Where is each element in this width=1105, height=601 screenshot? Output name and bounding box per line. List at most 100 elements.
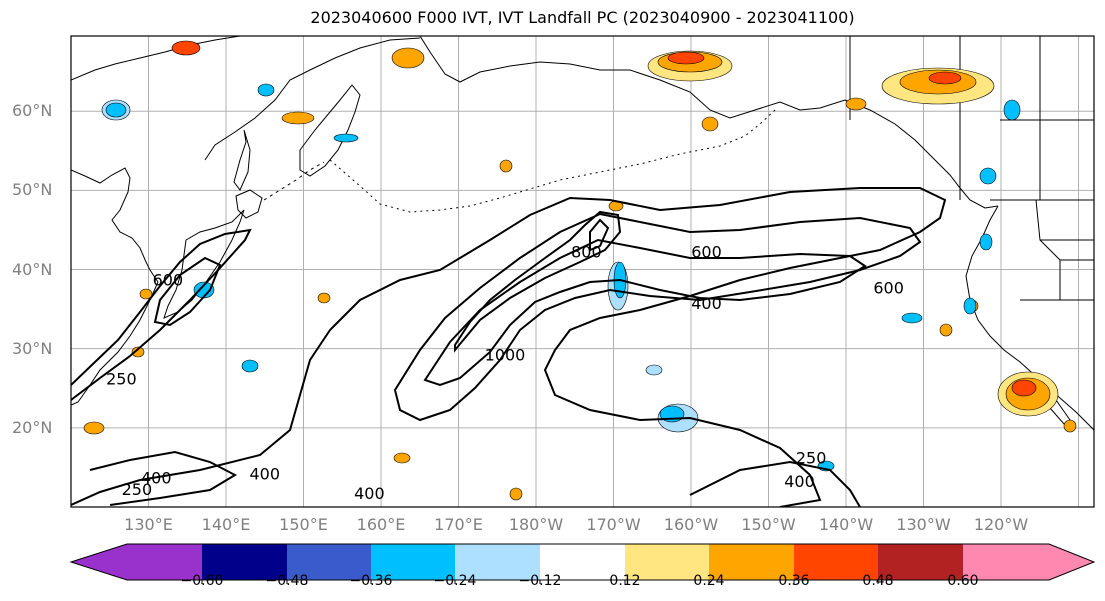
contour-label: 400	[141, 468, 172, 487]
contour-south-400	[89, 450, 238, 506]
colorbar-segment	[794, 544, 878, 580]
colorbar-under-triangle	[71, 544, 127, 580]
kamchatka-coastline	[299, 84, 361, 177]
longitude-label: 150°W	[741, 515, 796, 534]
longitude-label: 150°E	[279, 515, 328, 534]
longitude-label: 120°W	[973, 515, 1029, 534]
shading-blob	[979, 233, 993, 251]
colorbar-tick-label: 0.24	[693, 573, 725, 589]
shading-blob	[667, 51, 705, 65]
map-title: 2023040600 F000 IVT, IVT Landfall PC (20…	[310, 8, 855, 27]
colorbar-tick-label: 0.12	[609, 573, 641, 589]
contour-label: 600	[873, 278, 904, 297]
colorbar-segment	[540, 544, 625, 580]
colorbar-segment	[455, 544, 540, 580]
contour-label: 250	[122, 480, 153, 499]
longitude-label: 140°E	[201, 515, 251, 534]
colorbar-tick-label: −0.48	[265, 573, 309, 589]
shading-blob	[131, 346, 145, 358]
shading-blob	[171, 40, 201, 56]
asia-coastline	[71, 167, 159, 406]
coastlines	[71, 36, 1094, 431]
sakhalin	[233, 129, 251, 191]
latitude-label: 40°N	[12, 259, 53, 279]
colorbar-tick-label: −0.60	[180, 573, 224, 589]
colorbar-over-triangle	[1049, 544, 1094, 580]
kuril-islands	[263, 161, 325, 201]
longitude-label: 160°E	[356, 515, 406, 534]
shading-blob	[979, 167, 997, 185]
colorbar	[69, 543, 1096, 584]
us-state-lines	[1020, 199, 1094, 301]
latitude-label: 60°N	[12, 101, 53, 121]
shading-blob	[1011, 379, 1037, 397]
siberia-coastline	[204, 37, 421, 161]
colorbar-tick-label: −0.36	[349, 573, 393, 589]
colorbar-tick-label: 0.36	[778, 573, 810, 589]
shading-blob	[845, 97, 867, 111]
map-background	[71, 36, 1094, 507]
map-frame	[70, 35, 1095, 508]
contour-250	[71, 187, 947, 507]
shading-blob	[701, 116, 719, 132]
shading-blob	[241, 359, 259, 373]
colorbar-tick-label: −0.12	[518, 573, 562, 589]
colorbar-segment	[878, 544, 963, 580]
contour-label: 250	[106, 369, 137, 388]
colorbar-segment	[127, 544, 202, 580]
colorbar-tick-label: −0.24	[433, 573, 477, 589]
colorbar-segment	[963, 544, 1049, 580]
colorbar-segment	[202, 544, 287, 580]
contour-800	[454, 210, 622, 353]
ivt-probability-shading	[83, 40, 1077, 501]
japan-hokkaido	[235, 189, 263, 219]
contour-label: 800	[571, 243, 602, 262]
latitude-label: 20°N	[12, 417, 53, 437]
longitude-label: 180°W	[508, 515, 564, 534]
shading-blob	[393, 452, 411, 464]
longitude-label: 160°W	[663, 515, 719, 534]
shading-blob	[83, 421, 105, 435]
latitude-label: 50°N	[12, 180, 53, 200]
shading-blob	[928, 71, 962, 85]
contour-label: 250	[796, 448, 827, 467]
shading-blob	[105, 102, 127, 118]
colorbar-segment	[371, 544, 455, 580]
shading-blob	[901, 312, 923, 324]
colorbar-outline	[69, 543, 1096, 581]
canada-province-lines	[959, 36, 1094, 200]
shading-blob	[499, 159, 513, 173]
ivt-contours	[71, 187, 947, 507]
north-america-west-coast	[965, 205, 1094, 431]
longitude-label: 130°E	[124, 515, 173, 534]
colorbar-segment	[709, 544, 794, 580]
shading-blob	[257, 83, 275, 97]
latitude-label: 30°N	[12, 338, 53, 358]
colorbar-segment	[287, 544, 371, 580]
graticule	[71, 36, 1094, 507]
shading-blob	[391, 47, 425, 69]
shading-blob	[1003, 99, 1021, 121]
shading-blob	[1063, 419, 1077, 433]
contour-south-east	[689, 460, 861, 507]
contour-label: 600	[153, 270, 184, 289]
contour-label: 400	[249, 464, 280, 483]
contour-label: 600	[691, 243, 722, 262]
shading-blob	[333, 133, 359, 143]
contour-label: 400	[354, 484, 385, 503]
contour-1000	[589, 218, 610, 252]
shading-blob	[509, 487, 523, 501]
shading-blob	[939, 323, 953, 337]
shading-blob	[645, 364, 663, 376]
japan-honshu	[163, 209, 245, 319]
contour-west-inner	[153, 256, 222, 327]
contour-600	[423, 238, 867, 387]
shading-blob	[139, 288, 153, 300]
colorbar-tick-label: 0.48	[862, 573, 894, 589]
contour-label: 400	[691, 294, 722, 313]
shading-blob	[963, 297, 977, 315]
colorbar-segment	[625, 544, 709, 580]
contour-400	[393, 212, 922, 422]
